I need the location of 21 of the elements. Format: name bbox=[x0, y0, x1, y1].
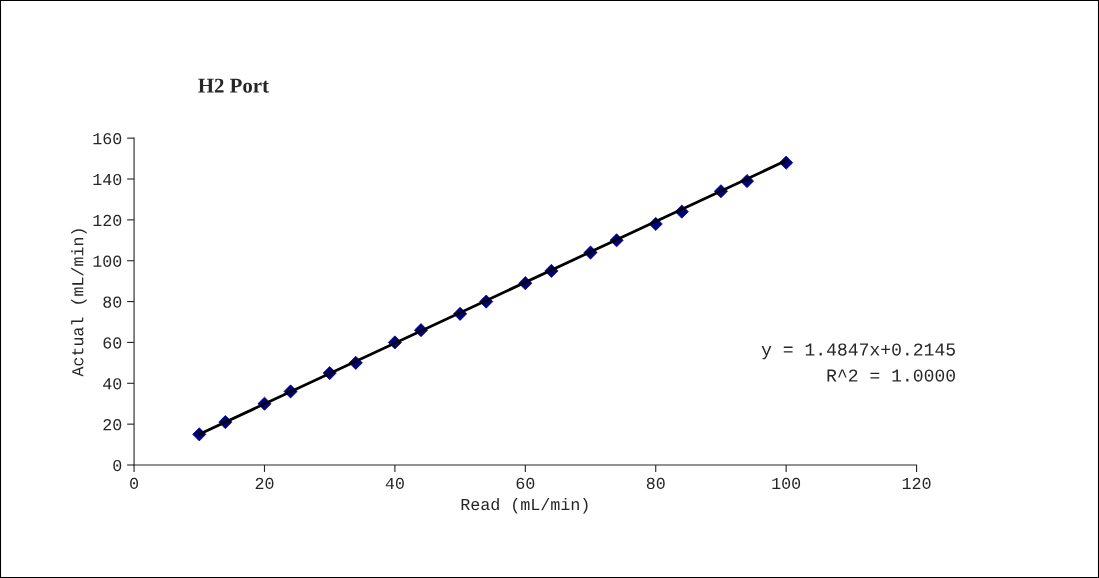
x-tick-label: 40 bbox=[385, 477, 404, 490]
y-tick-label: 80 bbox=[103, 296, 122, 308]
y-tick-label: 40 bbox=[103, 378, 122, 390]
y-tick-label: 100 bbox=[93, 255, 122, 267]
y-tick-label: 20 bbox=[103, 419, 122, 431]
chart-title: H2 Port bbox=[198, 78, 269, 93]
y-tick-label: 0 bbox=[113, 459, 122, 472]
x-tick-label: 20 bbox=[255, 477, 274, 490]
annotation: R^2 = 1.0000 bbox=[827, 369, 956, 382]
y-tick-label: 140 bbox=[93, 173, 122, 186]
y-tick-label: 60 bbox=[103, 337, 122, 349]
x-tick-label: 60 bbox=[516, 477, 535, 490]
annotation: y = 1.4847x+0.2145 bbox=[761, 343, 955, 360]
x-tick-label: 0 bbox=[130, 477, 139, 490]
y-tick-label: 120 bbox=[93, 214, 122, 227]
y-tick-label: 160 bbox=[93, 133, 122, 145]
x-tick-label: 100 bbox=[772, 477, 801, 490]
x-tick-label: 120 bbox=[902, 477, 931, 490]
x-tick-label: 80 bbox=[646, 477, 665, 490]
y-axis-title: Actual (mL/min) bbox=[71, 229, 87, 377]
x-axis-title: Read (mL/min) bbox=[461, 497, 588, 514]
